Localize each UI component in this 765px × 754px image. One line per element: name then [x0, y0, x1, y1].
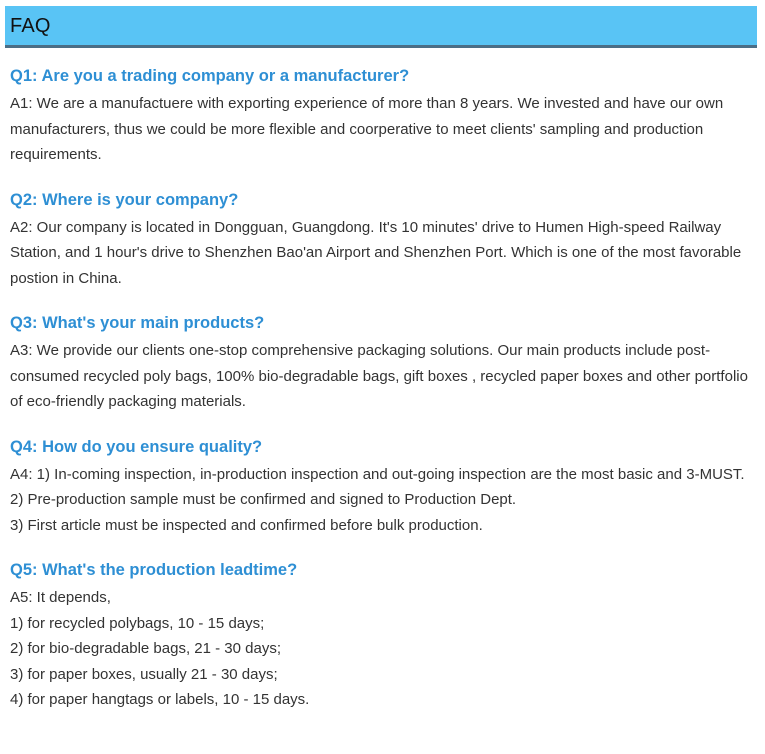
faq-answer: A3: We provide our clients one-stop comp…: [10, 338, 752, 415]
faq-answer: A1: We are a manufactuere with exporting…: [10, 91, 752, 168]
faq-list: Q1: Are you a trading company or a manuf…: [0, 64, 765, 713]
faq-question: Q4: How do you ensure quality?: [10, 437, 263, 456]
faq-question: Q5: What's the production leadtime?: [10, 561, 298, 579]
faq-answer-line: 1) for recycled polybags, 10 - 15 days;: [10, 614, 265, 632]
faq-answer: A4: 1) In-coming inspection, in-producti…: [10, 462, 752, 539]
faq-answer: A5: It depends, 1) for recycled polybags,…: [10, 585, 752, 713]
faq-page: FAQ Q1: Are you a trading company or a m…: [0, 6, 765, 754]
faq-answer-line: A5: It depends,: [10, 589, 111, 606]
faq-answer-line: 2) for bio-degradable bags, 21 - 30 days…: [10, 640, 282, 657]
faq-header-bar: FAQ: [5, 6, 757, 48]
faq-item: Q4: How do you ensure quality? A4: 1) In-…: [10, 435, 755, 539]
faq-answer-line: A4: 1) In-coming inspection, in-producti…: [10, 465, 745, 483]
faq-answer-line: 3) First article must be inspected and c…: [10, 516, 483, 534]
faq-item: Q5: What's the production leadtime? A5: I…: [10, 558, 755, 713]
page-title: FAQ: [10, 14, 51, 37]
faq-answer-line: A2: Our company is located in Dongguan, …: [10, 218, 742, 287]
faq-question: Q3: What's your main products?: [10, 314, 265, 332]
faq-item: Q1: Are you a trading company or a manuf…: [10, 64, 755, 168]
faq-answer-line: 4) for paper hangtags or labels, 10 - 15…: [10, 691, 310, 708]
faq-answer-line: A1: We are a manufactuere with exporting…: [10, 95, 724, 163]
faq-item: Q2: Where is your company? A2: Our compan…: [10, 188, 755, 292]
faq-question: Q2: Where is your company?: [10, 190, 239, 209]
faq-answer-line: 2) Pre-production sample must be confirm…: [10, 491, 517, 508]
faq-answer-line: 3) for paper boxes, usually 21 - 30 days…: [10, 665, 278, 683]
faq-answer: A2: Our company is located in Dongguan, …: [10, 215, 752, 292]
faq-question: Q1: Are you a trading company or a manuf…: [10, 67, 410, 85]
faq-item: Q3: What's your main products? A3: We pro…: [10, 311, 755, 415]
faq-answer-line: A3: We provide our clients one-stop comp…: [10, 342, 748, 410]
